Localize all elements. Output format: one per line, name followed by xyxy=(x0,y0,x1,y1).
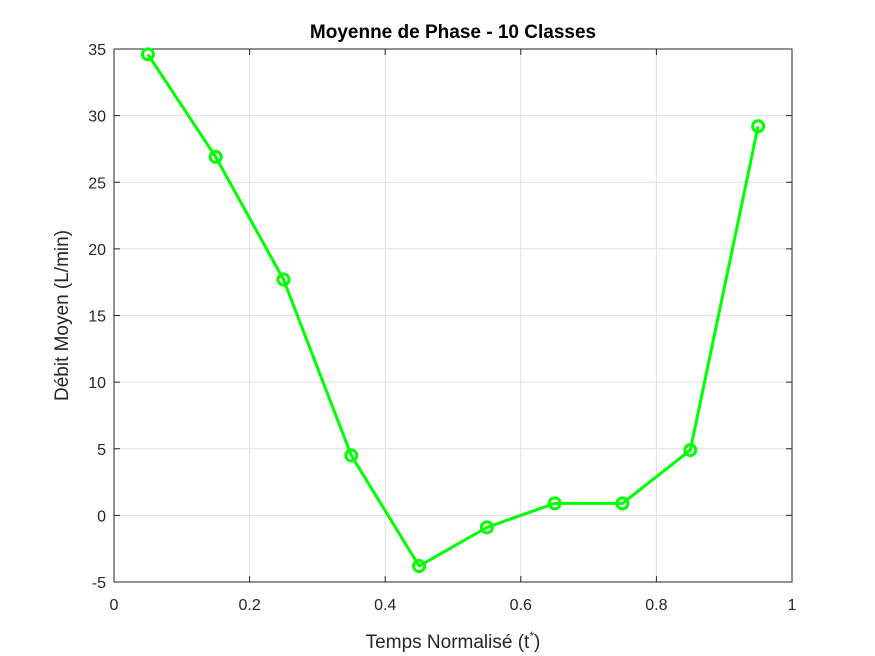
data-point-marker xyxy=(615,496,630,511)
data-point-marker xyxy=(547,496,562,511)
data-point-marker xyxy=(683,443,698,458)
data-point-marker xyxy=(140,47,155,62)
y-tick-label: 10 xyxy=(88,375,106,392)
y-tick-label: 5 xyxy=(97,442,106,459)
x-tick-label: 0.4 xyxy=(374,597,396,614)
x-axis-label-suffix: ) xyxy=(534,632,540,653)
data-point-marker xyxy=(208,149,223,164)
series-line xyxy=(146,53,760,568)
y-axis-ticks: -5 0 5 10 15 20 25 30 35 xyxy=(88,42,792,592)
x-tick-label: 0.2 xyxy=(238,597,260,614)
x-axis-label-text: Temps Normalisé (t xyxy=(366,632,530,653)
data-point-marker xyxy=(344,448,359,463)
data-point-marker xyxy=(412,559,427,574)
x-tick-label: 0.8 xyxy=(645,597,667,614)
y-axis-label: Débit Moyen (L/min) xyxy=(52,230,73,401)
y-tick-label: 15 xyxy=(88,309,106,326)
data-point-marker xyxy=(751,119,766,134)
x-tick-label: 1 xyxy=(788,597,797,614)
y-tick-label: 30 xyxy=(88,109,106,126)
data-point-marker xyxy=(479,520,494,535)
y-tick-label: 0 xyxy=(97,508,106,525)
y-tick-label: -5 xyxy=(92,575,106,592)
chart-title: Moyenne de Phase - 10 Classes xyxy=(310,22,596,43)
x-tick-label: 0.6 xyxy=(510,597,532,614)
y-tick-label: 20 xyxy=(88,242,106,259)
y-tick-label: 25 xyxy=(88,175,106,192)
x-axis-label-superscript: * xyxy=(529,629,534,643)
x-axis-ticks: 0 0.2 0.4 0.6 0.8 1 xyxy=(110,49,797,614)
y-tick-label: 35 xyxy=(88,42,106,59)
x-tick-label: 0 xyxy=(110,597,119,614)
data-point-marker xyxy=(276,272,291,287)
series-layer xyxy=(140,47,766,574)
x-axis-label: Temps Normalisé (t*) xyxy=(366,629,541,653)
